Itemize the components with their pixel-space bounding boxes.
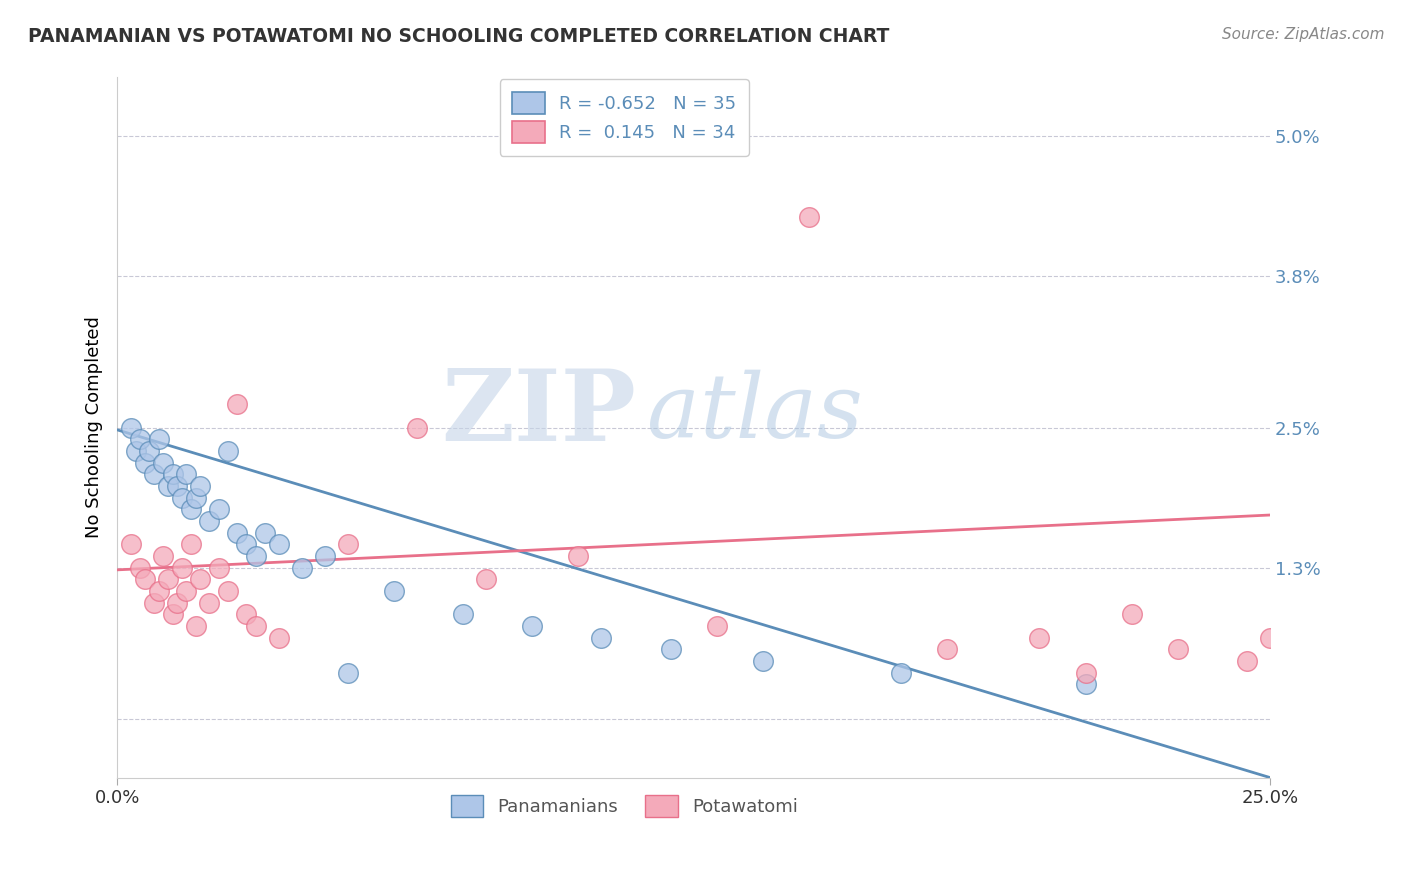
Point bbox=[198, 514, 221, 528]
Point bbox=[291, 560, 314, 574]
Point bbox=[170, 491, 193, 505]
Point bbox=[184, 619, 207, 633]
Point bbox=[567, 549, 589, 563]
Point bbox=[152, 549, 174, 563]
Point bbox=[124, 443, 146, 458]
Point bbox=[1074, 677, 1097, 691]
Point bbox=[751, 654, 773, 668]
Point bbox=[475, 572, 498, 586]
Point bbox=[253, 525, 276, 540]
Point bbox=[166, 595, 188, 609]
Point bbox=[180, 502, 202, 516]
Point bbox=[226, 397, 249, 411]
Text: ZIP: ZIP bbox=[441, 365, 636, 462]
Point bbox=[336, 665, 359, 680]
Point bbox=[245, 549, 267, 563]
Point bbox=[1074, 665, 1097, 680]
Text: atlas: atlas bbox=[648, 370, 863, 457]
Point bbox=[706, 619, 728, 633]
Point bbox=[180, 537, 202, 551]
Point bbox=[245, 619, 267, 633]
Point bbox=[936, 642, 959, 657]
Y-axis label: No Schooling Completed: No Schooling Completed bbox=[86, 317, 103, 539]
Point bbox=[797, 211, 820, 225]
Point bbox=[267, 631, 290, 645]
Point bbox=[1028, 631, 1050, 645]
Point bbox=[176, 467, 198, 482]
Point bbox=[217, 583, 239, 598]
Point bbox=[226, 525, 249, 540]
Point bbox=[184, 491, 207, 505]
Point bbox=[188, 572, 211, 586]
Point bbox=[382, 583, 405, 598]
Point bbox=[138, 443, 160, 458]
Point bbox=[129, 560, 152, 574]
Point bbox=[120, 537, 142, 551]
Point bbox=[451, 607, 474, 622]
Point bbox=[143, 467, 166, 482]
Point bbox=[198, 595, 221, 609]
Point bbox=[156, 479, 179, 493]
Point bbox=[406, 420, 429, 434]
Point bbox=[235, 607, 257, 622]
Point bbox=[890, 665, 912, 680]
Point bbox=[208, 560, 231, 574]
Text: PANAMANIAN VS POTAWATOMI NO SCHOOLING COMPLETED CORRELATION CHART: PANAMANIAN VS POTAWATOMI NO SCHOOLING CO… bbox=[28, 27, 890, 45]
Point bbox=[1236, 654, 1258, 668]
Point bbox=[120, 420, 142, 434]
Point bbox=[1258, 631, 1281, 645]
Point bbox=[129, 432, 152, 446]
Point bbox=[148, 432, 170, 446]
Legend: Panamanians, Potawatomi: Panamanians, Potawatomi bbox=[443, 788, 806, 824]
Point bbox=[148, 583, 170, 598]
Point bbox=[1167, 642, 1189, 657]
Point bbox=[336, 537, 359, 551]
Point bbox=[208, 502, 231, 516]
Point bbox=[522, 619, 544, 633]
Point bbox=[267, 537, 290, 551]
Point bbox=[217, 443, 239, 458]
Point bbox=[176, 583, 198, 598]
Text: Source: ZipAtlas.com: Source: ZipAtlas.com bbox=[1222, 27, 1385, 42]
Point bbox=[166, 479, 188, 493]
Point bbox=[235, 537, 257, 551]
Point bbox=[162, 467, 184, 482]
Point bbox=[1121, 607, 1143, 622]
Point bbox=[188, 479, 211, 493]
Point bbox=[591, 631, 613, 645]
Point bbox=[134, 572, 156, 586]
Point bbox=[152, 456, 174, 470]
Point bbox=[170, 560, 193, 574]
Point bbox=[156, 572, 179, 586]
Point bbox=[143, 595, 166, 609]
Point bbox=[162, 607, 184, 622]
Point bbox=[659, 642, 682, 657]
Point bbox=[314, 549, 336, 563]
Point bbox=[134, 456, 156, 470]
